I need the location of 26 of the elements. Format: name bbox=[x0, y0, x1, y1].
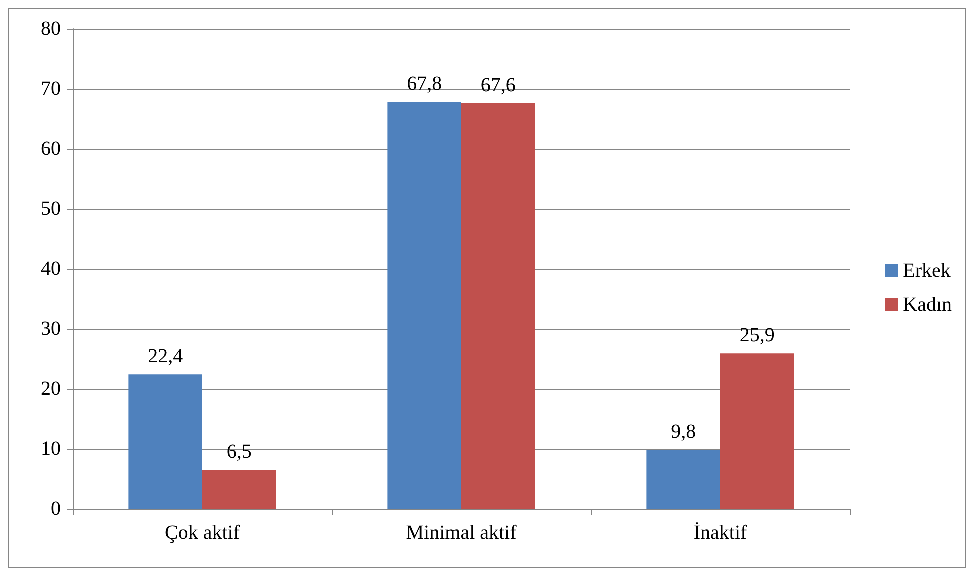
bar bbox=[128, 374, 202, 509]
legend-label: Erkek bbox=[903, 260, 951, 282]
y-tick-label: 0 bbox=[51, 498, 61, 520]
y-tick-label: 40 bbox=[41, 258, 61, 280]
x-tick-label: Minimal aktif bbox=[406, 522, 518, 544]
x-tick-label: İnaktif bbox=[694, 522, 748, 544]
data-label: 22,4 bbox=[148, 346, 184, 368]
y-tick-label: 10 bbox=[41, 438, 61, 460]
y-tick-label: 70 bbox=[41, 78, 61, 100]
y-tick-label: 50 bbox=[41, 198, 61, 220]
data-label: 9,8 bbox=[671, 421, 696, 444]
bar bbox=[646, 450, 720, 509]
data-label: 6,5 bbox=[226, 441, 252, 463]
data-label: 67,8 bbox=[407, 73, 442, 96]
y-tick-label: 60 bbox=[41, 138, 61, 160]
x-tick-label: Çok aktif bbox=[165, 522, 240, 544]
data-label: 25,9 bbox=[740, 324, 775, 347]
data-label: 67,6 bbox=[480, 74, 516, 96]
legend-label: Kadın bbox=[903, 294, 952, 316]
y-tick-label: 20 bbox=[41, 378, 61, 400]
y-tick-label: 30 bbox=[41, 318, 61, 340]
y-tick-label: 80 bbox=[41, 18, 61, 40]
bar bbox=[720, 354, 794, 509]
bar bbox=[462, 103, 536, 509]
bar bbox=[202, 470, 276, 509]
bar bbox=[388, 102, 462, 509]
